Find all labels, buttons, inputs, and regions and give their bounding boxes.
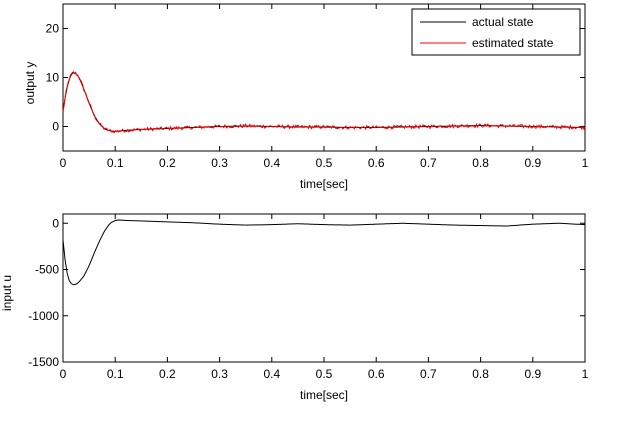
x-tick-label: 0 — [60, 367, 67, 381]
y-tick-label: 10 — [46, 71, 60, 85]
x-tick-label: 0.1 — [107, 367, 124, 381]
input-plot-ticks: 0 0.1 0.2 0.3 0.4 0.5 0.6 0.7 0.8 0.9 1 -1500 -1000 -… — [28, 214, 589, 381]
x-tick-label: 0.8 — [472, 156, 489, 170]
input-plot: 0 0.1 0.2 0.3 0.4 0.5 0.6 0.7 0.8 0.9 1 -1500 -1000 -… — [0, 213, 589, 402]
x-tick-label: 0.7 — [420, 367, 437, 381]
x-tick-label: 0.6 — [368, 367, 385, 381]
x-tick-label: 0.2 — [159, 156, 176, 170]
legend-label-actual-state: actual state — [472, 15, 534, 29]
legend-label-estimated-state: estimated state — [472, 36, 554, 50]
output-plot-series — [62, 71, 586, 134]
input-plot-ylabel: input u — [0, 275, 14, 311]
y-tick-label: 0 — [52, 216, 59, 230]
x-tick-label: 0.9 — [524, 367, 541, 381]
x-tick-label: 0.4 — [263, 156, 280, 170]
y-tick-label: -500 — [35, 263, 59, 277]
output-plot-xlabel: time[sec] — [300, 177, 348, 191]
y-tick-label: -1500 — [28, 355, 59, 369]
x-tick-label: 1 — [582, 367, 589, 381]
y-tick-label: 0 — [52, 120, 59, 134]
x-tick-label: 0.1 — [107, 156, 124, 170]
input-plot-series — [62, 219, 586, 286]
x-tick-label: 0.4 — [263, 367, 280, 381]
x-tick-label: 0.5 — [316, 367, 333, 381]
y-tick-label: 20 — [46, 22, 60, 36]
x-tick-label: 0 — [60, 156, 67, 170]
legend-box — [411, 8, 581, 56]
input-u-line — [62, 219, 586, 286]
output-plot-ylabel: output y — [23, 62, 37, 105]
x-tick-label: 0.2 — [159, 367, 176, 381]
input-plot-xlabel: time[sec] — [300, 388, 348, 402]
estimated-state-line — [62, 71, 586, 134]
x-tick-label: 0.3 — [211, 367, 228, 381]
x-tick-label: 0.5 — [316, 156, 333, 170]
x-tick-label: 0.3 — [211, 156, 228, 170]
x-tick-label: 0.8 — [472, 367, 489, 381]
y-tick-label: -1000 — [28, 309, 59, 323]
x-tick-label: 0.7 — [420, 156, 437, 170]
input-plot-frame — [62, 213, 586, 363]
x-tick-label: 1 — [582, 156, 589, 170]
x-tick-label: 0.9 — [524, 156, 541, 170]
x-tick-label: 0.6 — [368, 156, 385, 170]
legend: actual state estimated state — [411, 8, 581, 56]
